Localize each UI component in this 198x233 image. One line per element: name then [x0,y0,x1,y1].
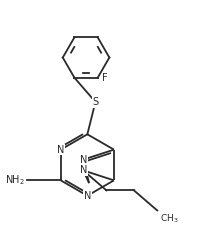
Text: N: N [84,191,91,201]
Text: CH$_3$: CH$_3$ [160,212,178,225]
Text: N: N [80,165,87,175]
Text: NH$_2$: NH$_2$ [5,173,25,187]
Text: N: N [80,155,87,165]
Text: F: F [102,73,107,83]
Text: N: N [57,145,64,155]
Text: S: S [92,97,98,107]
